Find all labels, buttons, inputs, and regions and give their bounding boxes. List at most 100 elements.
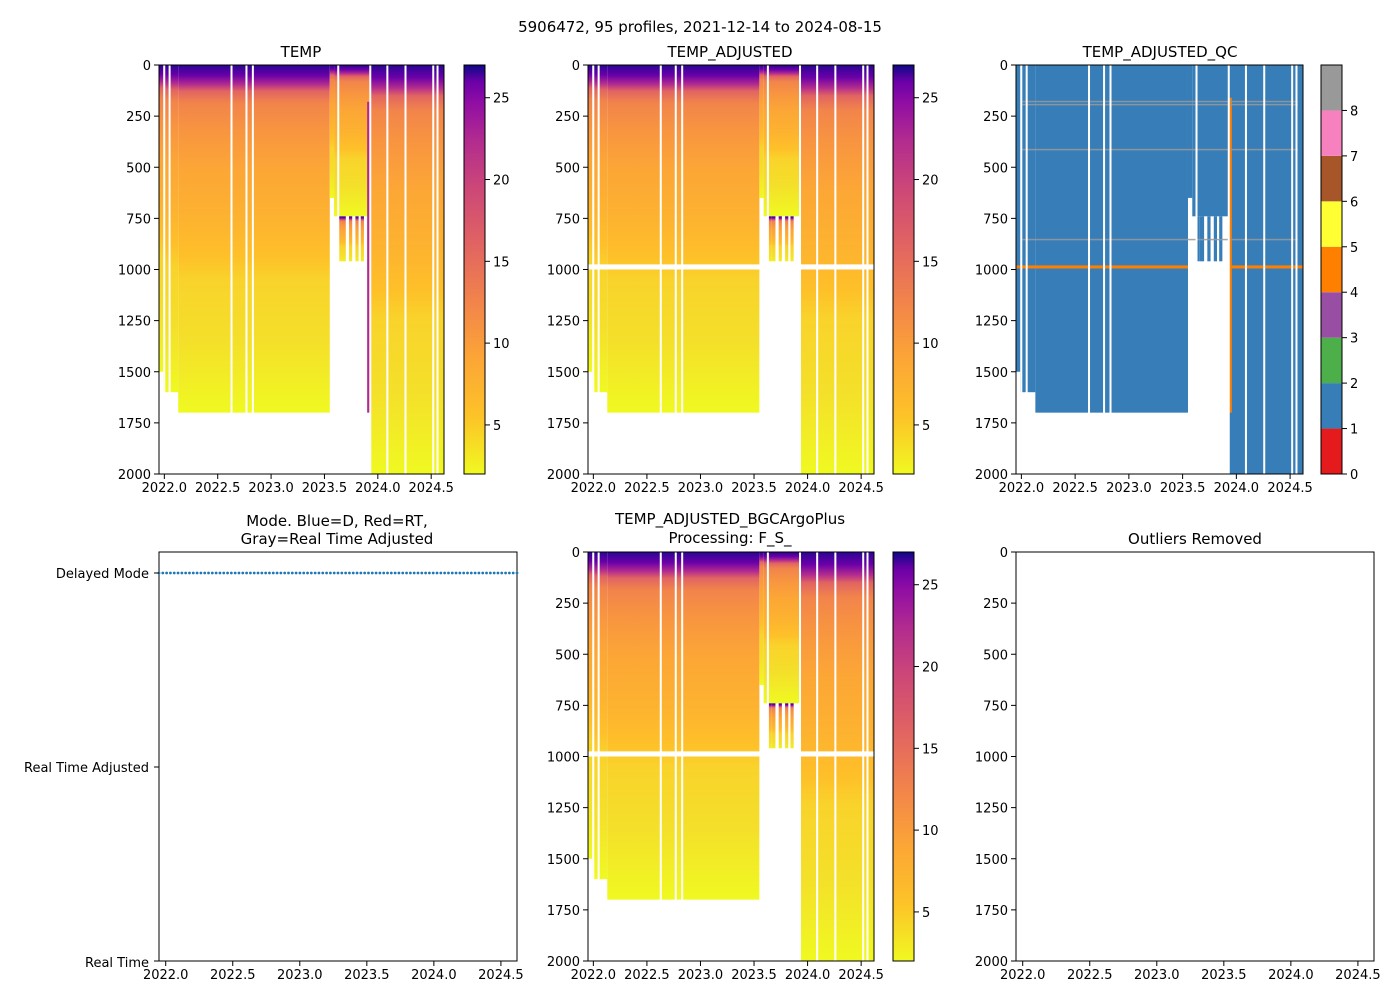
mode-point xyxy=(435,571,439,575)
mode-point xyxy=(340,571,344,575)
qc-flag8-row xyxy=(1021,148,1298,151)
mode-point xyxy=(256,571,260,575)
mode-point xyxy=(359,571,363,575)
mode-point xyxy=(431,571,435,575)
colorbar-tick-label: 10 xyxy=(493,337,510,352)
profile-block xyxy=(588,65,593,372)
mode-point xyxy=(226,571,229,575)
y-tick-label: 1000 xyxy=(118,264,151,279)
y-tick-label: 1000 xyxy=(547,264,580,279)
colorbar-tick-label: 1 xyxy=(1350,423,1358,438)
qc-color-7 xyxy=(1321,110,1342,156)
mode-point xyxy=(408,571,412,575)
adjusted-gap xyxy=(588,264,874,270)
missing-profile-gap xyxy=(1263,65,1266,474)
y-tick-label: 1250 xyxy=(975,315,1008,330)
qc-flag4-band xyxy=(1016,265,1188,269)
mode-point xyxy=(367,571,370,575)
missing-profile-gap xyxy=(681,65,684,474)
profile-spike xyxy=(341,216,346,266)
x-tick-label: 2023.0 xyxy=(1106,481,1152,496)
qc-flag4-profile xyxy=(1228,97,1232,413)
qc-color-4 xyxy=(1321,246,1342,293)
colorbar-tick-label: 8 xyxy=(1350,104,1358,119)
mode-point xyxy=(393,571,397,575)
x-tick-label: 2023.5 xyxy=(731,481,777,496)
x-tick-label: 2023.5 xyxy=(302,481,348,496)
y-tick-label: 1750 xyxy=(118,417,151,432)
mode-point xyxy=(412,571,416,575)
mode-point xyxy=(405,571,408,575)
x-tick-label: 2023.0 xyxy=(1134,968,1180,983)
mode-point xyxy=(298,571,302,575)
y-tick-label: 1500 xyxy=(547,853,580,868)
outliers-y-axis: 0 250 500 750 1000 1250 1500 1750 2000 xyxy=(975,546,1016,970)
profile-block xyxy=(163,65,179,393)
missing-profile-gap xyxy=(834,552,837,961)
profile-spike xyxy=(790,703,794,753)
y-tick-label: 750 xyxy=(983,212,1008,227)
x-tick-label: 2024.0 xyxy=(785,968,831,983)
missing-profile-gap xyxy=(1103,65,1106,474)
mode-point xyxy=(309,571,313,575)
x-tick-label: 2024.5 xyxy=(838,481,884,496)
mode-point xyxy=(252,571,256,575)
mode-point xyxy=(313,571,317,575)
temp-adjusted-heatmap xyxy=(588,65,874,474)
y-tick-label: 1500 xyxy=(975,853,1008,868)
colorbar-gradient xyxy=(892,64,915,475)
mode-point xyxy=(447,571,450,575)
y-tick-label: 1500 xyxy=(547,366,580,381)
mode-point xyxy=(306,571,309,575)
colorbar-tick-label: 5 xyxy=(1350,241,1358,256)
bgc-title-line1: TEMP_ADJUSTED_BGCArgoPlus xyxy=(614,510,845,529)
missing-profile-gap xyxy=(1195,65,1198,474)
mode-point xyxy=(477,571,481,575)
colorbar-tick-label: 15 xyxy=(922,255,939,270)
colorbar-tick-label: 20 xyxy=(922,174,939,189)
profile-spike xyxy=(771,703,776,753)
mode-point xyxy=(275,571,279,575)
missing-profile-gap xyxy=(659,552,662,961)
mode-point xyxy=(500,571,504,575)
colorbar-tick-label: 5 xyxy=(493,419,501,434)
missing-profile-gap xyxy=(436,65,439,474)
mode-point xyxy=(210,571,214,575)
mode-point xyxy=(218,571,222,575)
qc-flag8-row xyxy=(1021,100,1298,103)
bgc-panel: TEMP_ADJUSTED_BGCArgoPlus Processing: F_… xyxy=(547,510,939,983)
x-tick-label: 2022.5 xyxy=(195,481,241,496)
mode-scatter xyxy=(157,571,519,575)
mode-point xyxy=(515,571,519,575)
mode-point xyxy=(454,571,458,575)
mode-point xyxy=(260,571,264,575)
mode-point xyxy=(439,571,443,575)
missing-profile-gap xyxy=(674,552,677,961)
colorbar-tick-label: 4 xyxy=(1350,286,1358,301)
colorbar-tick-label: 0 xyxy=(1350,468,1358,483)
x-tick-label: 2023.0 xyxy=(678,481,724,496)
missing-profile-gap xyxy=(251,65,254,474)
y-tick-label: 1000 xyxy=(975,751,1008,766)
missing-profile-gap xyxy=(862,552,865,961)
colorbar-tick-label: 25 xyxy=(493,92,510,107)
mode-point xyxy=(287,571,290,575)
mode-x-axis: 2022.0 2022.5 2023.0 2023.5 2024.0 2024.5 xyxy=(143,961,524,983)
mode-frame xyxy=(158,551,518,962)
mode-point xyxy=(336,571,340,575)
mode-point xyxy=(317,571,321,575)
temp-adjusted-title: TEMP_ADJUSTED xyxy=(666,43,792,62)
missing-profile-gap xyxy=(404,65,407,474)
temp-adjusted-x-axis: 2022.0 2022.5 2023.0 2023.5 2024.0 2024.5 xyxy=(571,474,884,496)
y-tick-label: 1250 xyxy=(118,315,151,330)
x-tick-label: 2022.0 xyxy=(571,481,617,496)
adjusted-gap xyxy=(588,751,874,757)
missing-profile-gap xyxy=(866,552,869,961)
mode-point xyxy=(344,571,348,575)
mode-point xyxy=(302,571,306,575)
colorbar-tick-label: 25 xyxy=(922,579,939,594)
missing-profile-gap xyxy=(1295,65,1298,474)
missing-profile-gap xyxy=(674,65,677,474)
missing-profile-gap xyxy=(230,65,233,474)
